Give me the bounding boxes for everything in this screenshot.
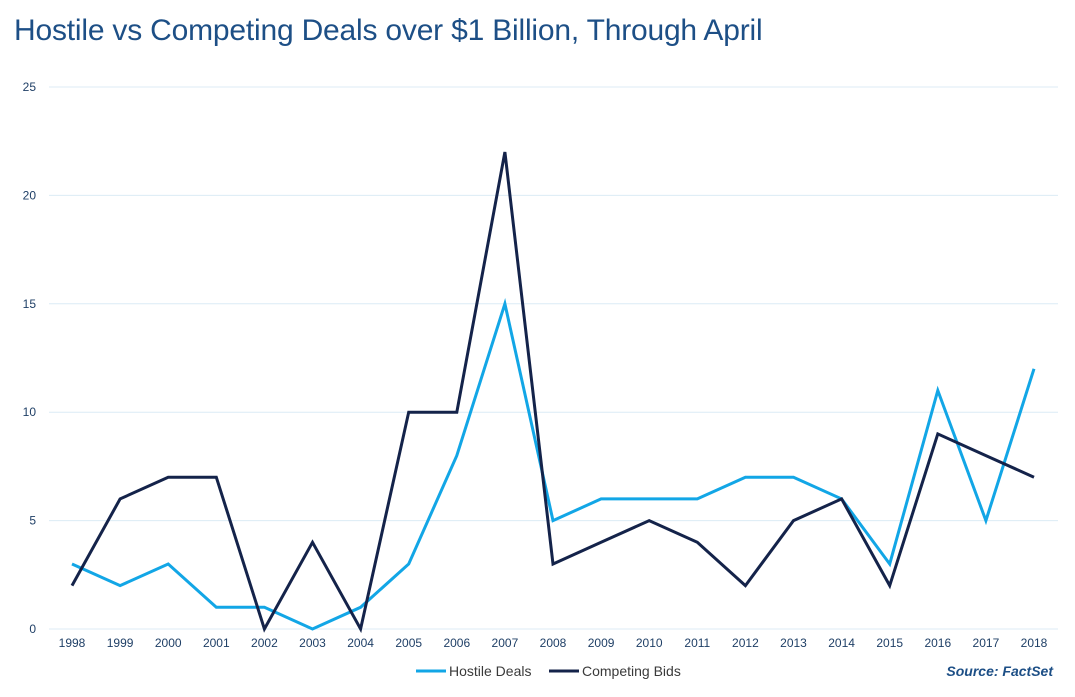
series-line-hostile-deals	[71, 298, 1036, 631]
source-note: Source: FactSet	[946, 663, 1053, 679]
x-axis-ticks: 1998 1999 2000 2001 2002 2003 2004 2005 2006 2007…	[59, 636, 1048, 650]
x-tick-label: 2008	[540, 636, 567, 650]
legend: Hostile Deals Competing Bids	[416, 663, 681, 679]
y-tick-label: 10	[23, 405, 37, 419]
x-tick-label: 2005	[395, 636, 422, 650]
y-tick-label: 20	[23, 188, 37, 202]
x-tick-label: 1998	[59, 636, 86, 650]
y-axis-ticks: 0 5 10 15 20 25	[23, 80, 37, 636]
y-tick-label: 0	[29, 622, 36, 636]
x-tick-label: 2012	[732, 636, 759, 650]
x-tick-label: 2003	[299, 636, 326, 650]
x-tick-label: 2016	[924, 636, 951, 650]
chart-title: Hostile vs Competing Deals over $1 Billi…	[14, 14, 763, 47]
x-tick-label: 1999	[107, 636, 134, 650]
x-tick-label: 2004	[347, 636, 374, 650]
x-tick-label: 2001	[203, 636, 230, 650]
legend-label: Hostile Deals	[449, 663, 531, 679]
x-tick-label: 2000	[155, 636, 182, 650]
grid-lines	[49, 86, 1058, 630]
x-tick-label: 2017	[973, 636, 1000, 650]
y-tick-label: 25	[23, 80, 37, 94]
x-tick-label: 2009	[588, 636, 615, 650]
x-tick-label: 2015	[876, 636, 903, 650]
series-line-competing-bids	[70, 151, 1035, 634]
series-lines	[70, 151, 1036, 634]
x-tick-label: 2018	[1021, 636, 1048, 650]
x-tick-label: 2011	[684, 636, 710, 650]
x-tick-label: 2014	[828, 636, 855, 650]
x-tick-label: 2006	[443, 636, 470, 650]
x-tick-label: 2002	[251, 636, 278, 650]
y-tick-label: 15	[23, 297, 37, 311]
legend-label: Competing Bids	[582, 663, 681, 679]
x-tick-label: 2007	[492, 636, 519, 650]
x-tick-label: 2010	[636, 636, 663, 650]
y-tick-label: 5	[29, 514, 36, 528]
x-tick-label: 2013	[780, 636, 807, 650]
